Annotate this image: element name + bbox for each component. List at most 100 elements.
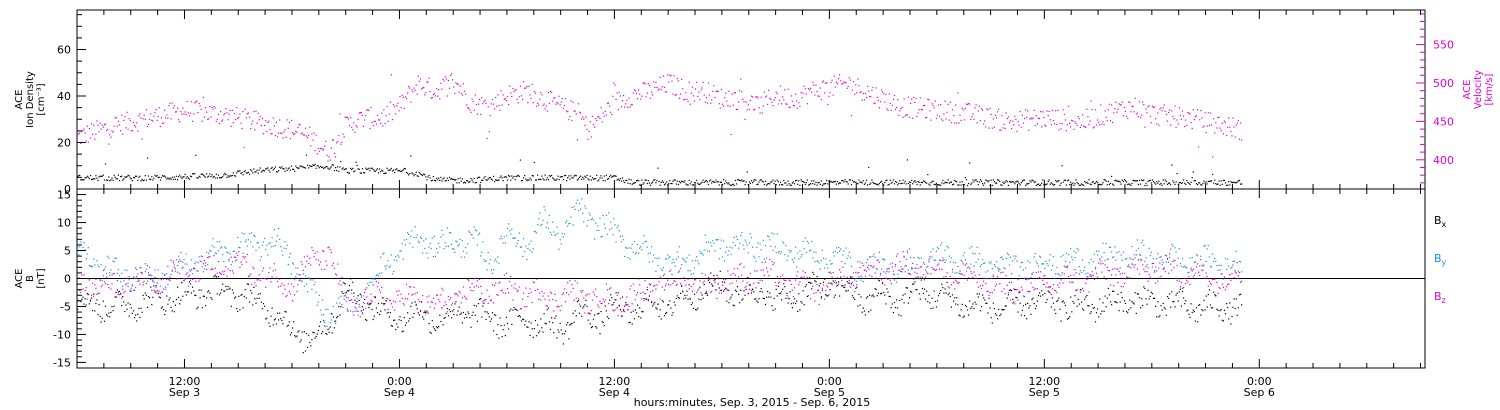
by-point: [1177, 257, 1179, 259]
bz-point: [409, 286, 411, 288]
by-point: [929, 258, 931, 260]
velocity-point: [512, 88, 514, 90]
velocity-point: [689, 103, 691, 105]
bx-point: [455, 301, 457, 303]
density-point: [411, 172, 413, 174]
density-point: [1088, 179, 1090, 181]
velocity-point: [1176, 119, 1178, 121]
density-point: [959, 181, 961, 183]
bx-point: [242, 307, 244, 309]
by-point: [1095, 250, 1098, 252]
by-point: [360, 294, 362, 296]
bz-point: [395, 301, 397, 303]
bx-point: [302, 352, 304, 354]
velocity-point: [114, 117, 116, 119]
bz-point: [534, 289, 537, 291]
bx-point: [438, 326, 440, 328]
bz-point: [80, 291, 82, 293]
bz-point: [982, 284, 984, 286]
velocity-point: [456, 83, 458, 85]
density-point: [356, 164, 358, 167]
by-point: [410, 235, 412, 238]
bz-point: [498, 282, 500, 284]
bz-point: [962, 263, 964, 265]
bx-point: [179, 303, 181, 305]
bz-point: [365, 288, 367, 290]
density-point: [1008, 180, 1011, 183]
bz-point: [1094, 268, 1097, 270]
bx-point: [627, 309, 629, 311]
bz-point: [227, 268, 229, 270]
by-point: [428, 246, 430, 248]
velocity-point: [506, 95, 509, 98]
density-point: [851, 179, 854, 182]
velocity-point: [635, 92, 638, 94]
density-point: [199, 176, 201, 178]
density-point: [1164, 179, 1166, 181]
bz-point: [101, 284, 103, 286]
density-point: [188, 178, 190, 180]
density-point: [1138, 179, 1141, 181]
velocity-point: [744, 118, 746, 120]
by-point: [732, 241, 734, 244]
velocity-point: [355, 125, 357, 127]
bz-point: [111, 283, 113, 285]
bx-point: [591, 326, 593, 328]
by-point: [1122, 251, 1124, 253]
bx-point: [669, 300, 671, 302]
by-point: [736, 238, 739, 240]
density-point: [202, 174, 204, 176]
density-point: [757, 183, 759, 185]
by-point: [398, 256, 400, 258]
bz-point: [170, 259, 172, 261]
bx-point: [544, 322, 546, 324]
by-point: [687, 270, 689, 272]
bz-point: [735, 280, 738, 282]
bz-point: [776, 275, 778, 278]
bx-point: [152, 296, 154, 298]
velocity-point: [525, 87, 527, 89]
density-point: [158, 176, 160, 178]
bx-point: [116, 289, 118, 291]
bz-point: [922, 262, 925, 264]
bz-point: [871, 275, 873, 278]
bx-point: [476, 320, 478, 322]
velocity-point: [801, 97, 803, 99]
density-point: [1162, 179, 1164, 181]
by-point: [1188, 271, 1190, 273]
velocity-point: [1214, 132, 1216, 134]
density-point: [313, 165, 315, 167]
velocity-point: [546, 110, 548, 112]
density-point: [101, 175, 103, 177]
velocity-point: [1102, 121, 1104, 123]
by-point: [833, 255, 835, 257]
velocity-point: [555, 103, 557, 105]
density-point: [376, 168, 379, 170]
velocity-point: [738, 101, 740, 103]
bx-point: [688, 284, 690, 286]
density-point: [321, 166, 323, 169]
velocity-point: [539, 98, 541, 100]
velocity-point: [1120, 104, 1122, 106]
density-point: [468, 181, 470, 184]
bz-point: [487, 302, 489, 304]
bx-point: [158, 296, 160, 298]
density-point: [372, 168, 374, 171]
velocity-point: [1021, 114, 1023, 116]
bz-point: [888, 271, 890, 273]
density-point: [592, 178, 595, 180]
bx-point: [379, 313, 381, 315]
density-point: [795, 180, 797, 182]
by-point: [97, 264, 99, 266]
bx-point: [415, 304, 417, 306]
by-point: [1159, 256, 1161, 258]
density-point: [843, 181, 845, 183]
by-point: [1001, 256, 1003, 258]
velocity-point: [549, 90, 552, 92]
bz-point: [213, 255, 215, 257]
bz-point: [591, 299, 593, 301]
velocity-point: [904, 115, 906, 117]
by-point: [422, 252, 424, 254]
bx-point: [157, 292, 159, 295]
by-point: [239, 247, 241, 249]
